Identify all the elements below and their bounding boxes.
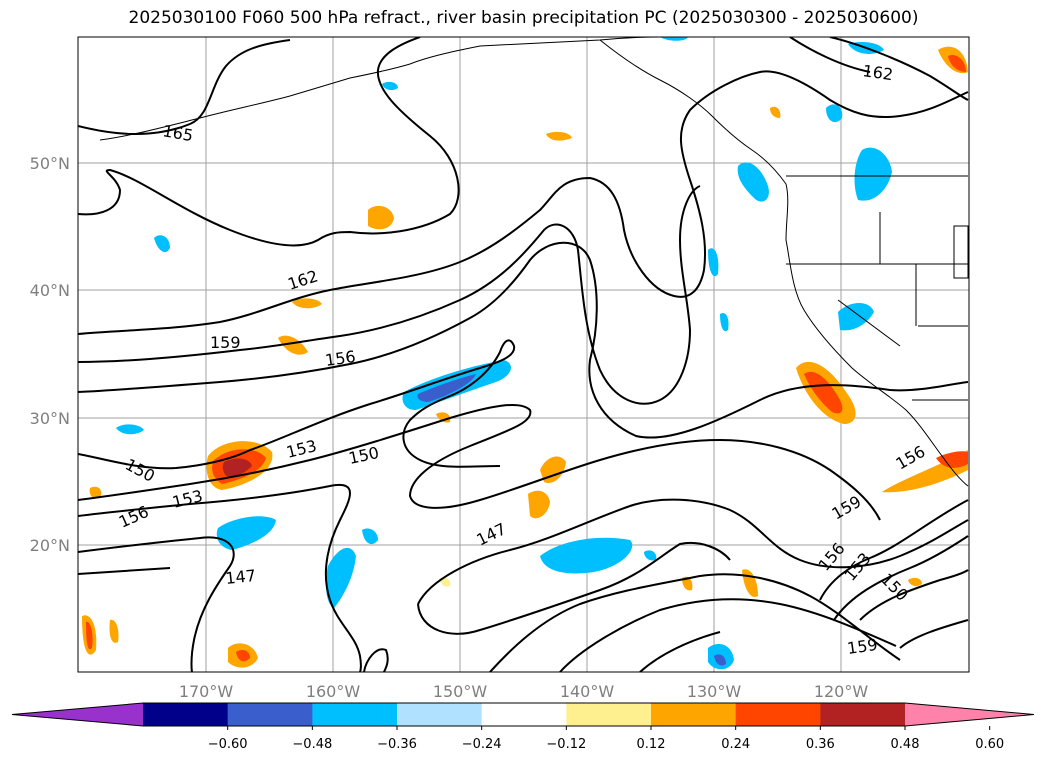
- map-frame-background: [78, 37, 969, 672]
- refractivity-contours: [78, 37, 969, 672]
- lon-label-170w: 170°W: [179, 682, 234, 701]
- lon-label-160w: 160°W: [306, 682, 361, 701]
- contour-label: 162: [861, 61, 894, 84]
- colorbar-tick-label: 0.24: [721, 737, 750, 752]
- lat-label-30n: 30°N: [30, 409, 70, 428]
- lon-label-150w: 150°W: [433, 682, 488, 701]
- colorbar-tick-label: 0.36: [806, 737, 835, 752]
- colorbar-segment: [481, 703, 567, 726]
- colorbar-segment: [735, 703, 821, 726]
- lat-label-50n: 50°N: [30, 154, 70, 173]
- colorbar-tick-label: 0.48: [891, 737, 920, 752]
- colorbar-segment: [566, 703, 652, 726]
- lon-label-120w: 120°W: [814, 682, 869, 701]
- contour-label: 147: [224, 566, 256, 588]
- colorbar-tick-label: 0.60: [975, 737, 1004, 752]
- map-frame-border: [77, 36, 970, 673]
- map-title: 2025030100 F060 500 hPa refract., river …: [128, 8, 919, 28]
- contour-label: 156: [324, 347, 357, 370]
- lat-label-20n: 20°N: [30, 536, 70, 555]
- colorbar-extend-high: [905, 703, 1034, 726]
- colorbar-tick-label: −0.48: [292, 737, 332, 752]
- contour-label: 159: [846, 635, 879, 658]
- contour-label: 159: [210, 333, 241, 352]
- colorbar-tick-label: −0.24: [462, 737, 502, 752]
- colorbar-segment: [820, 703, 906, 726]
- colorbar-outline: [11, 702, 1035, 727]
- lon-label-130w: 130°W: [687, 682, 742, 701]
- colorbar-segment: [143, 703, 229, 726]
- map-content: 165 162 162 159 156 153 150 150 156 153 …: [78, 37, 969, 672]
- lon-label-140w: 140°W: [560, 682, 615, 701]
- colorbar-segment: [312, 703, 398, 726]
- colorbar: −0.60 −0.48 −0.36 −0.24 −0.12 0.12 0.24 0.36 0.4…: [11, 702, 1035, 752]
- colorbar-segment: [227, 703, 313, 726]
- longitude-labels: 170°W 160°W 150°W 140°W 130°W 120°W: [179, 682, 869, 701]
- colorbar-tick-label: 0.12: [637, 737, 666, 752]
- colorbar-segment: [651, 703, 737, 726]
- colorbar-tick-label: −0.12: [546, 737, 586, 752]
- colorbar-segment: [397, 703, 483, 726]
- colorbar-extend-low: [12, 703, 143, 726]
- colorbar-tick-label: −0.36: [377, 737, 417, 752]
- colorbar-tick-label: −0.60: [208, 737, 248, 752]
- latitude-labels: 50°N 40°N 30°N 20°N: [30, 154, 70, 555]
- lat-label-40n: 40°N: [30, 281, 70, 300]
